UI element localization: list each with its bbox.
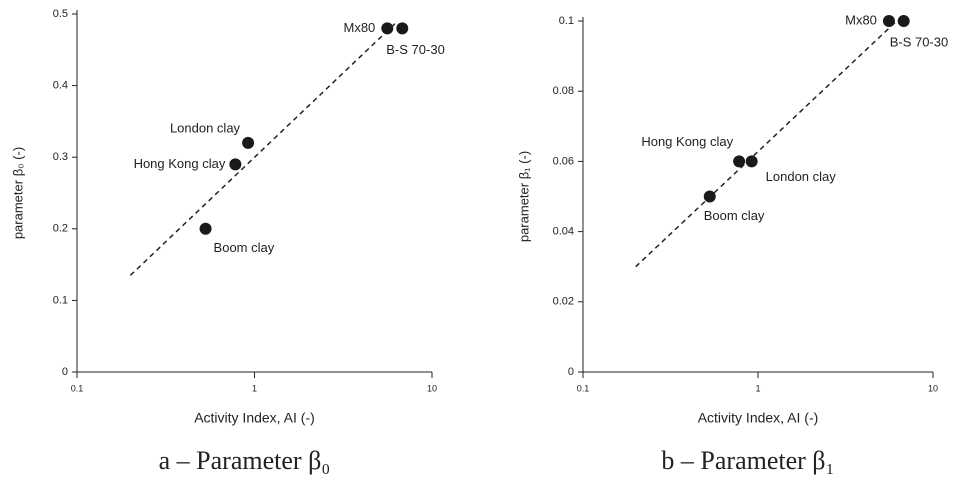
y-tick-label: 0.02 <box>553 296 574 308</box>
x-axis-title: Activity Index, AI (-) <box>194 410 315 426</box>
y-tick-label: 0.06 <box>553 155 574 167</box>
point-label: Hong Kong clay <box>134 156 226 171</box>
y-tick-label: 0 <box>62 366 68 378</box>
y-tick-label: 0.1 <box>53 294 68 306</box>
data-point <box>703 190 716 203</box>
point-label: Mx80 <box>344 20 376 35</box>
y-tick-label: 0.04 <box>553 226 574 238</box>
point-label: B-S 70-30 <box>890 34 949 49</box>
x-tick-label: 0.1 <box>577 383 590 393</box>
y-tick-label: 0.4 <box>53 80 68 92</box>
data-point <box>199 222 212 235</box>
x-tick-label: 0.1 <box>71 383 84 393</box>
trend-line <box>129 20 399 276</box>
data-point <box>396 22 409 35</box>
x-tick-label: 10 <box>928 383 938 393</box>
data-point <box>381 22 394 35</box>
data-point <box>882 15 895 27</box>
point-label: B-S 70-30 <box>386 42 445 57</box>
point-label: London clay <box>170 120 241 135</box>
y-tick-label: 0.2 <box>53 223 68 235</box>
point-label: Hong Kong clay <box>641 134 733 149</box>
point-label: London clay <box>766 169 837 184</box>
x-axis-title: Activity Index, AI (-) <box>698 410 819 426</box>
data-point <box>745 155 758 168</box>
point-label: Boom clay <box>214 240 275 255</box>
y-tick-label: 0.3 <box>53 151 68 163</box>
trend-line <box>635 20 898 268</box>
y-tick-label: 0.08 <box>553 85 574 97</box>
y-tick-label: 0.5 <box>53 8 68 20</box>
x-tick-label: 1 <box>252 383 257 393</box>
data-point <box>229 158 242 171</box>
y-axis-title: parameter β₀ (-) <box>10 147 25 239</box>
y-tick-label: 0.1 <box>559 15 574 27</box>
point-label: Boom clay <box>704 208 765 223</box>
point-label: Mx80 <box>845 12 877 27</box>
data-point <box>897 15 910 27</box>
x-tick-label: 10 <box>427 383 437 393</box>
x-tick-label: 1 <box>755 383 760 393</box>
data-point <box>242 136 255 149</box>
y-tick-label: 0 <box>568 366 574 378</box>
caption: b – Parameter β₁ <box>661 446 834 475</box>
data-point <box>733 155 746 168</box>
caption: a – Parameter β₀ <box>159 446 331 475</box>
y-axis-title: parameter β₁ (-) <box>516 151 531 242</box>
